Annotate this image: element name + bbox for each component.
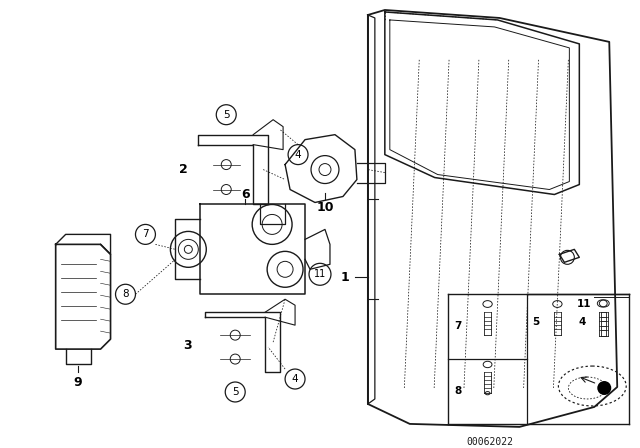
Circle shape [597, 381, 611, 395]
Text: 7: 7 [142, 229, 148, 239]
Text: 5: 5 [223, 110, 230, 120]
Text: 5: 5 [532, 317, 539, 327]
Text: 1: 1 [340, 271, 349, 284]
Text: 6: 6 [241, 188, 250, 201]
Text: 4: 4 [295, 150, 301, 159]
Text: 8: 8 [122, 289, 129, 299]
Text: 10: 10 [316, 201, 333, 214]
Text: 11: 11 [577, 299, 591, 309]
Text: 4: 4 [579, 317, 586, 327]
Text: 3: 3 [183, 339, 191, 352]
Text: 00062022: 00062022 [466, 437, 513, 447]
Text: 5: 5 [232, 387, 239, 397]
Text: 4: 4 [292, 374, 298, 384]
Text: 8: 8 [454, 386, 461, 396]
Text: 2: 2 [179, 163, 188, 176]
Text: 9: 9 [74, 375, 82, 388]
Text: 11: 11 [314, 269, 326, 279]
Text: 7: 7 [454, 321, 461, 331]
